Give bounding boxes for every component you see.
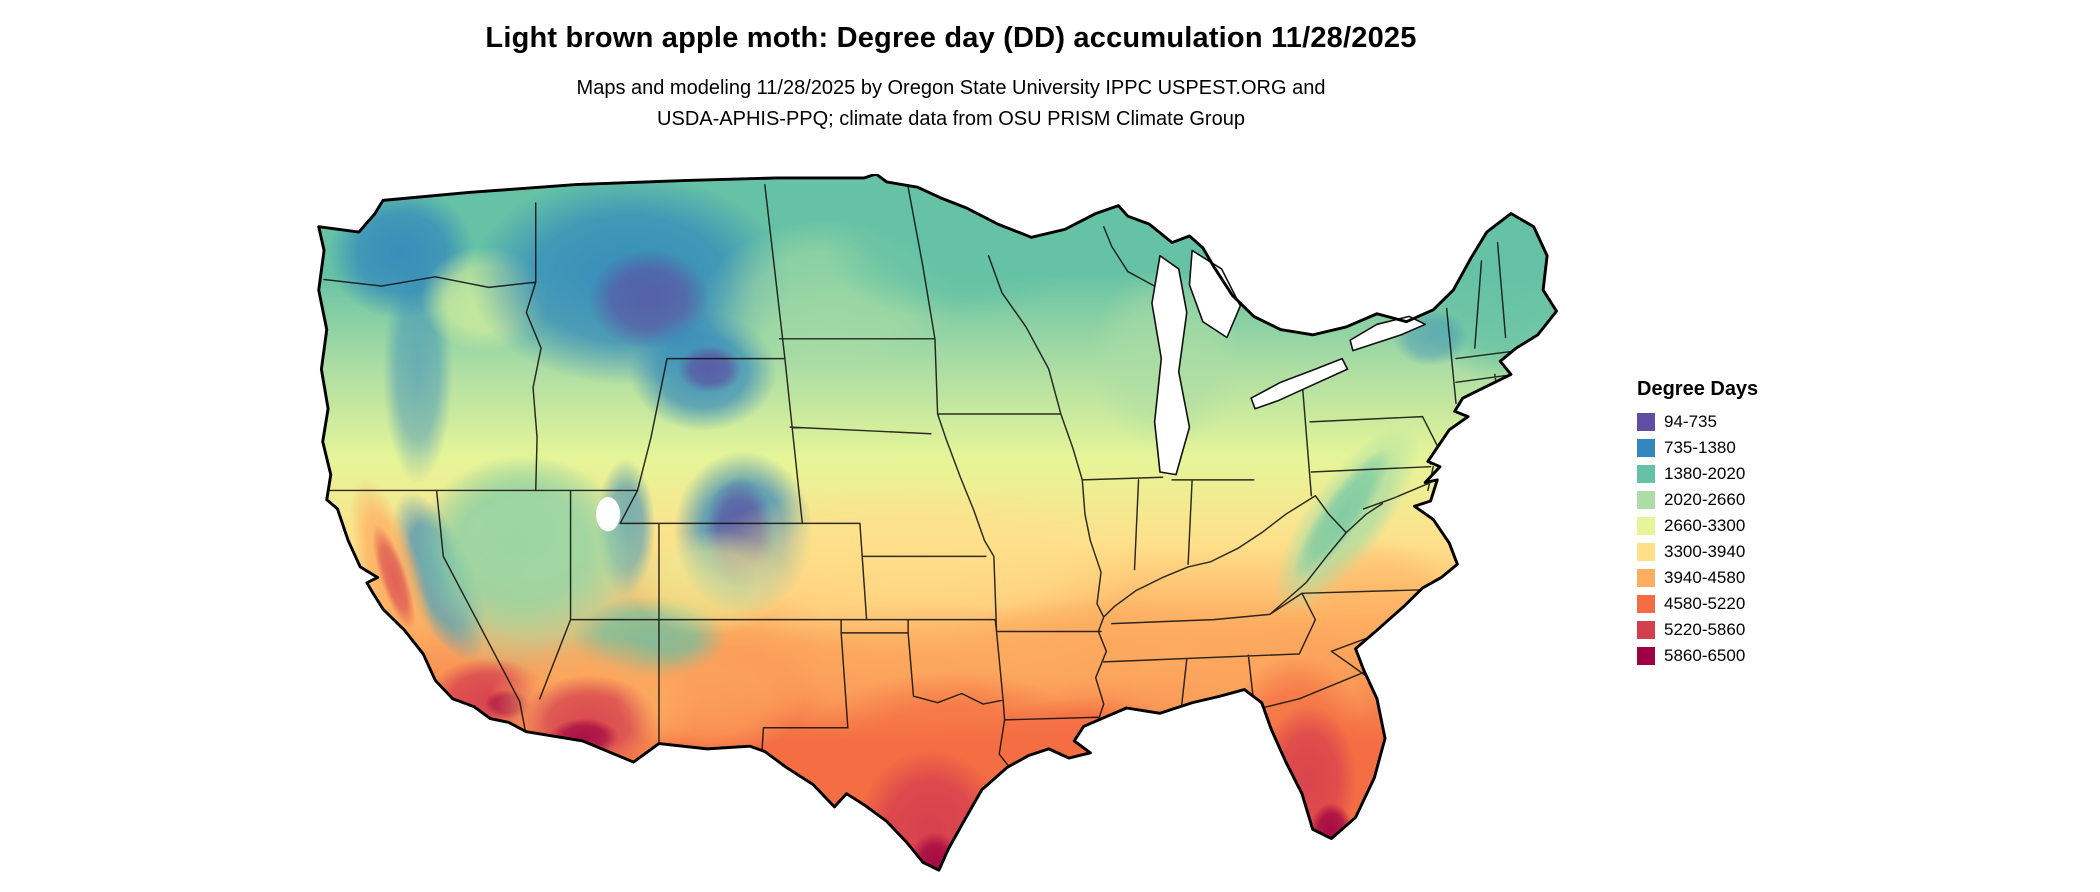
legend-title: Degree Days	[1637, 378, 1759, 400]
legend-row: 1380-2020	[1637, 461, 1758, 487]
legend: Degree Days 94-735 735-1380 1380-2020 2020-…	[1637, 378, 1758, 669]
us-degree-day-map	[308, 174, 1594, 886]
legend-row: 3300-3940	[1637, 539, 1758, 565]
subtitle-line-1: Maps and modeling 11/28/2025 by Oregon S…	[576, 77, 1326, 99]
legend-item-label: 1380-2020	[1664, 464, 1746, 483]
legend-row: 2020-2660	[1637, 487, 1758, 513]
legend-row: 735-1380	[1637, 435, 1758, 461]
lake-erie	[1250, 357, 1349, 410]
page-title: Light brown apple moth: Degree day (DD) …	[485, 22, 1417, 54]
legend-row: 3940-4580	[1637, 565, 1758, 591]
lake-michigan	[1151, 254, 1191, 476]
legend-row: 94-735	[1637, 409, 1758, 435]
page-subtitle: Maps and modeling 11/28/2025 by Oregon S…	[0, 73, 1902, 135]
legend-swatch	[1637, 491, 1655, 509]
legend-row: 5860-6500	[1637, 643, 1758, 669]
legend-swatch	[1637, 569, 1655, 587]
legend-item-label: 3940-4580	[1664, 568, 1746, 587]
header: Light brown apple moth: Degree day (DD) …	[0, 22, 1902, 135]
legend-row: 4580-5220	[1637, 591, 1758, 617]
legend-item-label: 2660-3300	[1664, 516, 1746, 535]
legend-item-label: 735-1380	[1664, 438, 1736, 457]
great-lakes	[596, 249, 1427, 532]
legend-swatch	[1637, 595, 1655, 613]
legend-swatch	[1637, 647, 1655, 665]
legend-item-label: 3300-3940	[1664, 542, 1746, 561]
legend-swatch	[1637, 439, 1655, 457]
us-outline	[317, 174, 1558, 872]
subtitle-line-2: USDA-APHIS-PPQ; climate data from OSU PR…	[657, 108, 1245, 130]
legend-swatch	[1637, 517, 1655, 535]
lake-huron	[1188, 249, 1242, 339]
legend-item-label: 4580-5220	[1664, 594, 1746, 613]
legend-swatch	[1637, 621, 1655, 639]
legend-item-label: 94-735	[1664, 412, 1717, 431]
legend-swatch	[1637, 543, 1655, 561]
map-svg	[317, 174, 1558, 872]
legend-swatch	[1637, 465, 1655, 483]
legend-item-label: 5220-5860	[1664, 620, 1746, 639]
great-salt-lake	[596, 497, 621, 532]
legend-items: 94-735 735-1380 1380-2020 2020-2660 2660-330…	[1637, 409, 1758, 669]
legend-swatch	[1637, 413, 1655, 431]
legend-row: 5220-5860	[1637, 617, 1758, 643]
legend-item-label: 5860-6500	[1664, 646, 1746, 665]
state-borders	[320, 183, 1519, 767]
legend-item-label: 2020-2660	[1664, 490, 1746, 509]
lake-ontario	[1349, 315, 1427, 352]
legend-row: 2660-3300	[1637, 513, 1758, 539]
degree-day-raster	[318, 174, 1557, 871]
